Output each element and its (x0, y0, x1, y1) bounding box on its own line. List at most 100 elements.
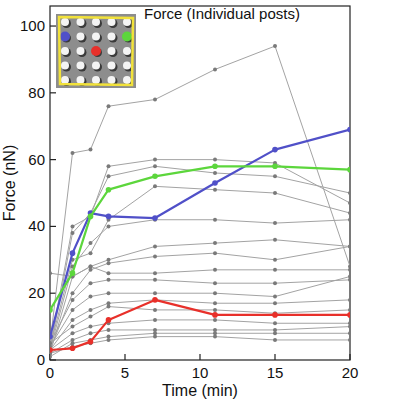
series-marker (153, 318, 157, 322)
series-marker (273, 321, 277, 325)
series-line (50, 220, 350, 350)
inset-post-shadow (78, 48, 87, 57)
series-marker (50, 271, 52, 275)
series-marker (212, 312, 218, 318)
chart: 05101520020406080100Time (min)Force (nN)… (0, 0, 398, 404)
inset-post-shadow (109, 48, 118, 57)
inset-post-shadow (62, 63, 71, 72)
series-marker (89, 281, 93, 285)
series-marker (213, 308, 217, 312)
x-tick (199, 354, 200, 360)
series-marker (213, 301, 217, 305)
inset-post (92, 33, 100, 41)
series-marker (153, 158, 157, 162)
inset-post (108, 47, 116, 55)
series-line (50, 160, 350, 347)
inset-post (77, 33, 85, 41)
series-marker (348, 268, 350, 272)
series-marker (89, 315, 93, 319)
series-marker (107, 338, 111, 342)
inset-post-shadow (78, 34, 87, 43)
series-marker (70, 270, 76, 276)
series-marker (107, 305, 111, 309)
series-marker (89, 331, 93, 335)
series-marker (71, 308, 75, 312)
y-tick-label: 80 (28, 84, 45, 101)
inset-post (60, 32, 70, 42)
series-marker (107, 271, 111, 275)
series-marker (89, 251, 93, 255)
series-marker (213, 291, 217, 295)
series-marker (347, 167, 350, 173)
x-tick-label: 5 (121, 364, 129, 381)
chart-title: Force (Individual posts) (144, 5, 300, 22)
series-marker (272, 312, 278, 318)
series-marker (50, 348, 52, 352)
y-tick-label: 100 (20, 17, 45, 34)
series-line (50, 130, 350, 337)
series-marker (71, 325, 75, 329)
series-line (50, 246, 350, 350)
series-marker (212, 164, 218, 170)
series-line (50, 266, 350, 276)
series-line (50, 46, 350, 343)
series-marker (70, 250, 76, 256)
series-marker (213, 251, 217, 255)
series-marker (153, 335, 157, 339)
series-marker (107, 328, 111, 332)
series-marker (348, 201, 350, 205)
series-marker (348, 211, 350, 215)
series-line (50, 327, 350, 354)
series-marker (347, 312, 350, 318)
inset-post (108, 76, 116, 84)
series-marker (213, 335, 217, 339)
y-tick (50, 293, 56, 294)
series-marker (71, 331, 75, 335)
series-marker (348, 218, 350, 222)
series-line (50, 166, 350, 310)
inset-post (91, 46, 101, 56)
series-marker (50, 347, 53, 353)
y-tick (50, 359, 56, 360)
inset-post (77, 76, 85, 84)
inset-post-shadow (78, 63, 87, 72)
series-marker (71, 318, 75, 322)
series-marker (348, 298, 350, 302)
inset-post-shadow (78, 19, 87, 28)
series-marker (152, 215, 158, 221)
y-tick-label: 0 (37, 351, 45, 368)
inset-post-shadow (62, 19, 71, 28)
series-marker (213, 241, 217, 245)
x-tick (124, 354, 125, 360)
series-marker (71, 151, 75, 155)
y-axis-title: Force (nN) (1, 145, 18, 221)
series-marker (107, 104, 111, 108)
series-marker (152, 174, 158, 180)
inset-post-shadow (109, 19, 118, 28)
inset-post (108, 62, 116, 70)
series-marker (153, 184, 157, 188)
inset-post-shadow (109, 34, 118, 43)
series-marker (50, 348, 52, 352)
inset-post (61, 47, 69, 55)
inset-cell-outline (59, 17, 133, 85)
series-marker (106, 317, 112, 323)
series-marker (348, 191, 350, 195)
series-marker (50, 348, 52, 352)
series-marker (106, 214, 112, 220)
series-marker (273, 174, 277, 178)
x-tick (349, 354, 350, 360)
series-marker (213, 268, 217, 272)
series-marker (153, 291, 157, 295)
series-marker (273, 295, 277, 299)
series-marker (213, 171, 217, 175)
series-marker (213, 218, 217, 222)
series-marker (153, 244, 157, 248)
series-marker (348, 244, 350, 248)
series-line (50, 240, 350, 354)
series-marker (273, 331, 277, 335)
series-marker (89, 241, 93, 245)
series-marker (89, 214, 93, 218)
series-marker (213, 281, 217, 285)
series-marker (273, 238, 277, 242)
